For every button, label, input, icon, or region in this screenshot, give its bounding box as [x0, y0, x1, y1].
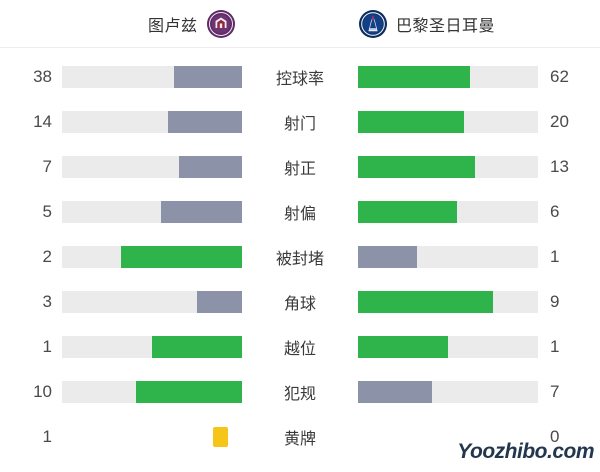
- home-team-block: 图卢兹: [148, 8, 236, 39]
- away-stat-bar-fill: [358, 380, 432, 403]
- away-stat-value: 7: [550, 381, 560, 401]
- home-stat-bar: [62, 335, 242, 358]
- away-stat-bar: [358, 290, 538, 313]
- home-stat-bar-fill: [152, 335, 242, 358]
- home-stat-bar-fill: [168, 110, 242, 133]
- stat-label: 黄牌: [283, 430, 316, 448]
- home-stat-bar: [62, 245, 242, 268]
- home-stat-bar-fill: [135, 380, 242, 403]
- stat-row: 5 射偏 6: [0, 189, 600, 234]
- away-stat-bar: [358, 380, 538, 403]
- home-stat-bar: [62, 110, 242, 133]
- home-stat-bar-fill: [121, 245, 242, 268]
- away-stat-value: 13: [550, 156, 569, 176]
- stat-label: 射门: [283, 115, 316, 133]
- stat-label: 犯规: [283, 385, 316, 403]
- home-stat-bar-fill: [197, 290, 242, 313]
- away-stat-bar: [358, 335, 538, 358]
- stat-row: 14 射门 20: [0, 99, 600, 144]
- stat-row: 7 射正 13: [0, 144, 600, 189]
- stat-label: 越位: [283, 340, 316, 358]
- home-stat-bar: [62, 290, 242, 313]
- away-stat-value: 62: [550, 66, 569, 86]
- home-stat-bar-fill: [161, 200, 242, 223]
- away-stat-value: 0: [550, 426, 560, 446]
- home-stat-value: 1: [42, 336, 52, 356]
- away-stat-bar: [358, 110, 538, 133]
- away-stat-value: 1: [550, 246, 560, 266]
- away-stat-value: 1: [550, 336, 560, 356]
- home-stat-value: 14: [33, 111, 52, 131]
- home-stat-value: 10: [33, 381, 52, 401]
- away-stat-bar-fill: [358, 110, 465, 133]
- away-stat-bar: [358, 65, 538, 88]
- away-stat-bar-fill: [358, 155, 475, 178]
- away-stat-bar-fill: [358, 335, 448, 358]
- toulouse-crest-icon: [205, 8, 236, 39]
- home-stat-bar: [62, 65, 242, 88]
- away-stat-bar: [358, 155, 538, 178]
- away-stat-value: 9: [550, 291, 560, 311]
- home-stat-value: 2: [42, 246, 52, 266]
- home-stat-value: 7: [42, 156, 52, 176]
- away-stat-bar-fill: [358, 290, 493, 313]
- away-stat-value: 20: [550, 111, 569, 131]
- away-stat-bar: [358, 245, 538, 268]
- stat-label: 射偏: [283, 205, 316, 223]
- home-stat-value: 38: [33, 66, 52, 86]
- away-stat-bar-fill: [358, 200, 457, 223]
- stat-row: 38 控球率 62: [0, 54, 600, 99]
- psg-crest-icon: [358, 8, 388, 39]
- stat-row: 3 角球 9: [0, 279, 600, 324]
- home-stat-icon-slot: [62, 426, 242, 447]
- match-stats-header: 图卢兹 巴黎: [0, 0, 600, 48]
- stat-label: 角球: [283, 295, 316, 313]
- away-team-block: 巴黎圣日耳曼: [358, 8, 496, 39]
- away-team-name: 巴黎圣日耳曼: [396, 17, 496, 35]
- stat-row: 10 犯规 7: [0, 369, 600, 414]
- away-stat-bar: [358, 200, 538, 223]
- stat-label: 射正: [283, 160, 316, 178]
- away-stat-value: 6: [550, 201, 560, 221]
- home-stat-bar-fill: [173, 65, 242, 88]
- home-stat-value: 3: [42, 291, 52, 311]
- home-stat-value: 5: [42, 201, 52, 221]
- home-stat-value: 1: [42, 426, 52, 446]
- stat-row: 1 黄牌 0: [0, 414, 600, 459]
- yellow-card-icon: [213, 426, 228, 447]
- home-stat-bar: [62, 200, 242, 223]
- away-stat-bar-fill: [358, 245, 418, 268]
- home-team-name: 图卢兹: [148, 17, 198, 35]
- away-stat-bar-fill: [358, 65, 470, 88]
- stat-row: 2 被封堵 1: [0, 234, 600, 279]
- stat-row: 1 越位 1: [0, 324, 600, 369]
- home-stat-bar: [62, 155, 242, 178]
- home-stat-bar: [62, 380, 242, 403]
- stat-label: 控球率: [275, 70, 324, 88]
- stats-rows: 38 控球率 62 14 射门 20 7 射正 13 5 射偏 6 2 被封堵 1 3 角球 9 1 越位 1 10 犯规 7…: [0, 48, 600, 459]
- home-stat-bar-fill: [179, 155, 242, 178]
- stat-label: 被封堵: [275, 250, 324, 268]
